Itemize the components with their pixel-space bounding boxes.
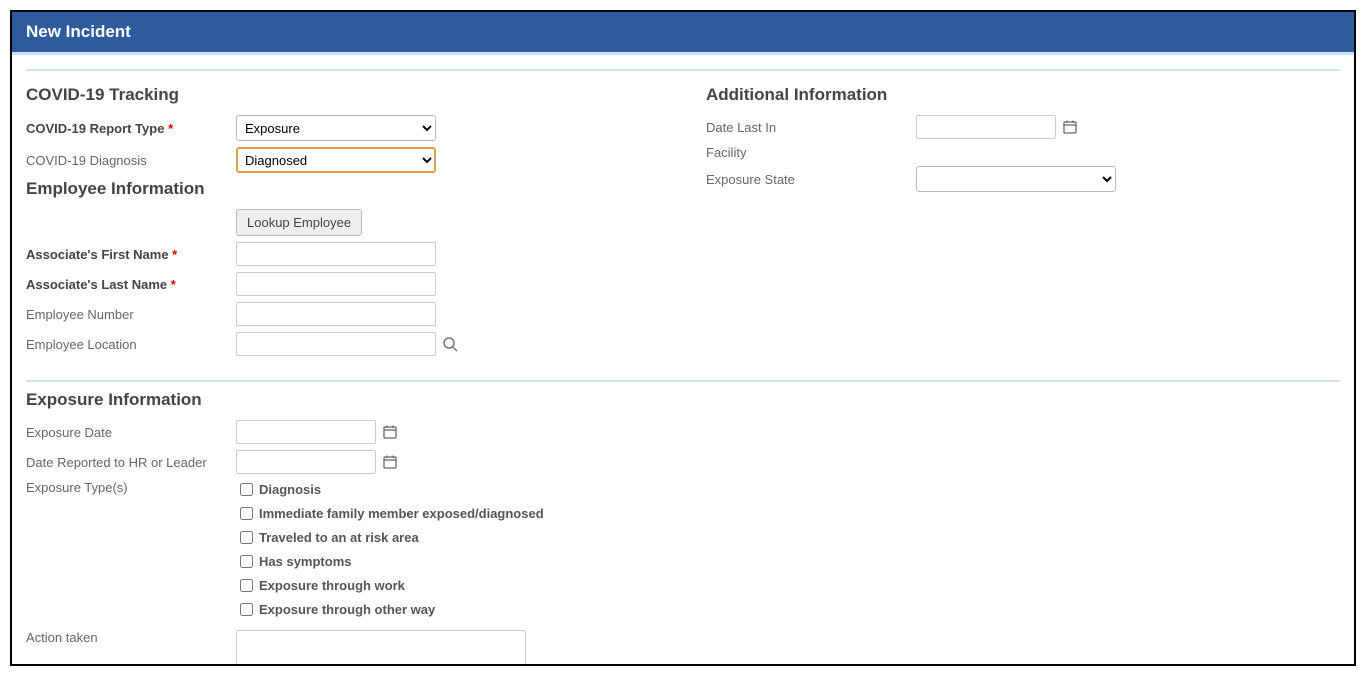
exposure-type-label: Traveled to an at risk area xyxy=(259,530,419,545)
exposure-type-label: Exposure through work xyxy=(259,578,405,593)
last-name-row: Associate's Last Name * xyxy=(26,272,666,296)
exposure-type-label: Immediate family member exposed/diagnose… xyxy=(259,506,544,521)
additional-column: Additional Information Date Last In Faci… xyxy=(706,79,1340,362)
employee-number-row: Employee Number xyxy=(26,302,666,326)
reported-date-label: Date Reported to HR or Leader xyxy=(26,455,236,470)
facility-row: Facility xyxy=(706,145,1340,160)
employee-title: Employee Information xyxy=(26,179,666,199)
divider-mid xyxy=(26,380,1340,382)
action-taken-label: Action taken xyxy=(26,630,236,645)
exposure-type-checkbox[interactable] xyxy=(240,555,253,568)
first-name-label: Associate's First Name * xyxy=(26,247,236,262)
incident-frame: New Incident COVID-19 Tracking COVID-19 … xyxy=(10,10,1356,666)
date-last-in-input[interactable] xyxy=(916,115,1056,139)
calendar-icon[interactable] xyxy=(380,422,400,442)
lookup-row: Lookup Employee xyxy=(26,209,666,236)
exposure-date-row: Exposure Date xyxy=(26,420,1340,444)
action-taken-row: Action taken xyxy=(26,630,1340,666)
exposure-types-list: Diagnosis Immediate family member exposed… xyxy=(236,480,544,624)
exposure-type-label: Diagnosis xyxy=(259,482,321,497)
employee-location-row: Employee Location xyxy=(26,332,666,356)
exposure-type-item: Diagnosis xyxy=(236,480,544,499)
exposure-type-checkbox[interactable] xyxy=(240,603,253,616)
divider-top xyxy=(26,69,1340,71)
employee-number-label: Employee Number xyxy=(26,307,236,322)
diagnosis-label: COVID-19 Diagnosis xyxy=(26,153,236,168)
report-type-select[interactable]: Exposure xyxy=(236,115,436,141)
exposure-type-checkbox[interactable] xyxy=(240,507,253,520)
first-name-input[interactable] xyxy=(236,242,436,266)
lookup-employee-button[interactable]: Lookup Employee xyxy=(236,209,362,236)
additional-title: Additional Information xyxy=(706,85,1340,105)
tracking-column: COVID-19 Tracking COVID-19 Report Type *… xyxy=(26,79,666,362)
exposure-type-label: Has symptoms xyxy=(259,554,351,569)
tracking-row: COVID-19 Tracking COVID-19 Report Type *… xyxy=(26,79,1340,362)
exposure-type-item: Exposure through work xyxy=(236,576,544,595)
report-type-label: COVID-19 Report Type * xyxy=(26,121,236,136)
required-marker: * xyxy=(171,277,176,292)
exposure-type-item: Traveled to an at risk area xyxy=(236,528,544,547)
reported-date-row: Date Reported to HR or Leader xyxy=(26,450,1340,474)
facility-label: Facility xyxy=(706,145,916,160)
page-title: New Incident xyxy=(26,22,131,41)
first-name-row: Associate's First Name * xyxy=(26,242,666,266)
exposure-type-checkbox[interactable] xyxy=(240,531,253,544)
last-name-input[interactable] xyxy=(236,272,436,296)
calendar-icon[interactable] xyxy=(1060,117,1080,137)
exposure-types-row: Exposure Type(s) Diagnosis Immediate fami… xyxy=(26,480,1340,624)
calendar-icon[interactable] xyxy=(380,452,400,472)
diagnosis-select[interactable]: Diagnosed xyxy=(236,147,436,173)
employee-location-label: Employee Location xyxy=(26,337,236,352)
exposure-type-item: Immediate family member exposed/diagnose… xyxy=(236,504,544,523)
exposure-type-checkbox[interactable] xyxy=(240,483,253,496)
exposure-state-select[interactable] xyxy=(916,166,1116,192)
last-name-label: Associate's Last Name * xyxy=(26,277,236,292)
employee-number-input[interactable] xyxy=(236,302,436,326)
exposure-state-label: Exposure State xyxy=(706,172,916,187)
reported-date-input[interactable] xyxy=(236,450,376,474)
date-last-in-label: Date Last In xyxy=(706,120,916,135)
exposure-type-checkbox[interactable] xyxy=(240,579,253,592)
tracking-title: COVID-19 Tracking xyxy=(26,85,666,105)
action-taken-textarea[interactable] xyxy=(236,630,526,666)
exposure-types-label: Exposure Type(s) xyxy=(26,480,236,495)
diagnosis-row: COVID-19 Diagnosis Diagnosed xyxy=(26,147,666,173)
exposure-date-label: Exposure Date xyxy=(26,425,236,440)
date-last-in-row: Date Last In xyxy=(706,115,1340,139)
required-marker: * xyxy=(168,121,173,136)
exposure-section: Exposure Information Exposure Date Date … xyxy=(26,390,1340,666)
page-header: New Incident xyxy=(12,12,1354,55)
exposure-state-row: Exposure State xyxy=(706,166,1340,192)
exposure-title: Exposure Information xyxy=(26,390,1340,410)
report-type-row: COVID-19 Report Type * Exposure xyxy=(26,115,666,141)
exposure-date-input[interactable] xyxy=(236,420,376,444)
exposure-type-item: Exposure through other way xyxy=(236,600,544,619)
employee-location-input[interactable] xyxy=(236,332,436,356)
search-icon[interactable] xyxy=(440,334,460,354)
content-area: COVID-19 Tracking COVID-19 Report Type *… xyxy=(12,55,1354,666)
required-marker: * xyxy=(172,247,177,262)
exposure-type-item: Has symptoms xyxy=(236,552,544,571)
exposure-type-label: Exposure through other way xyxy=(259,602,435,617)
